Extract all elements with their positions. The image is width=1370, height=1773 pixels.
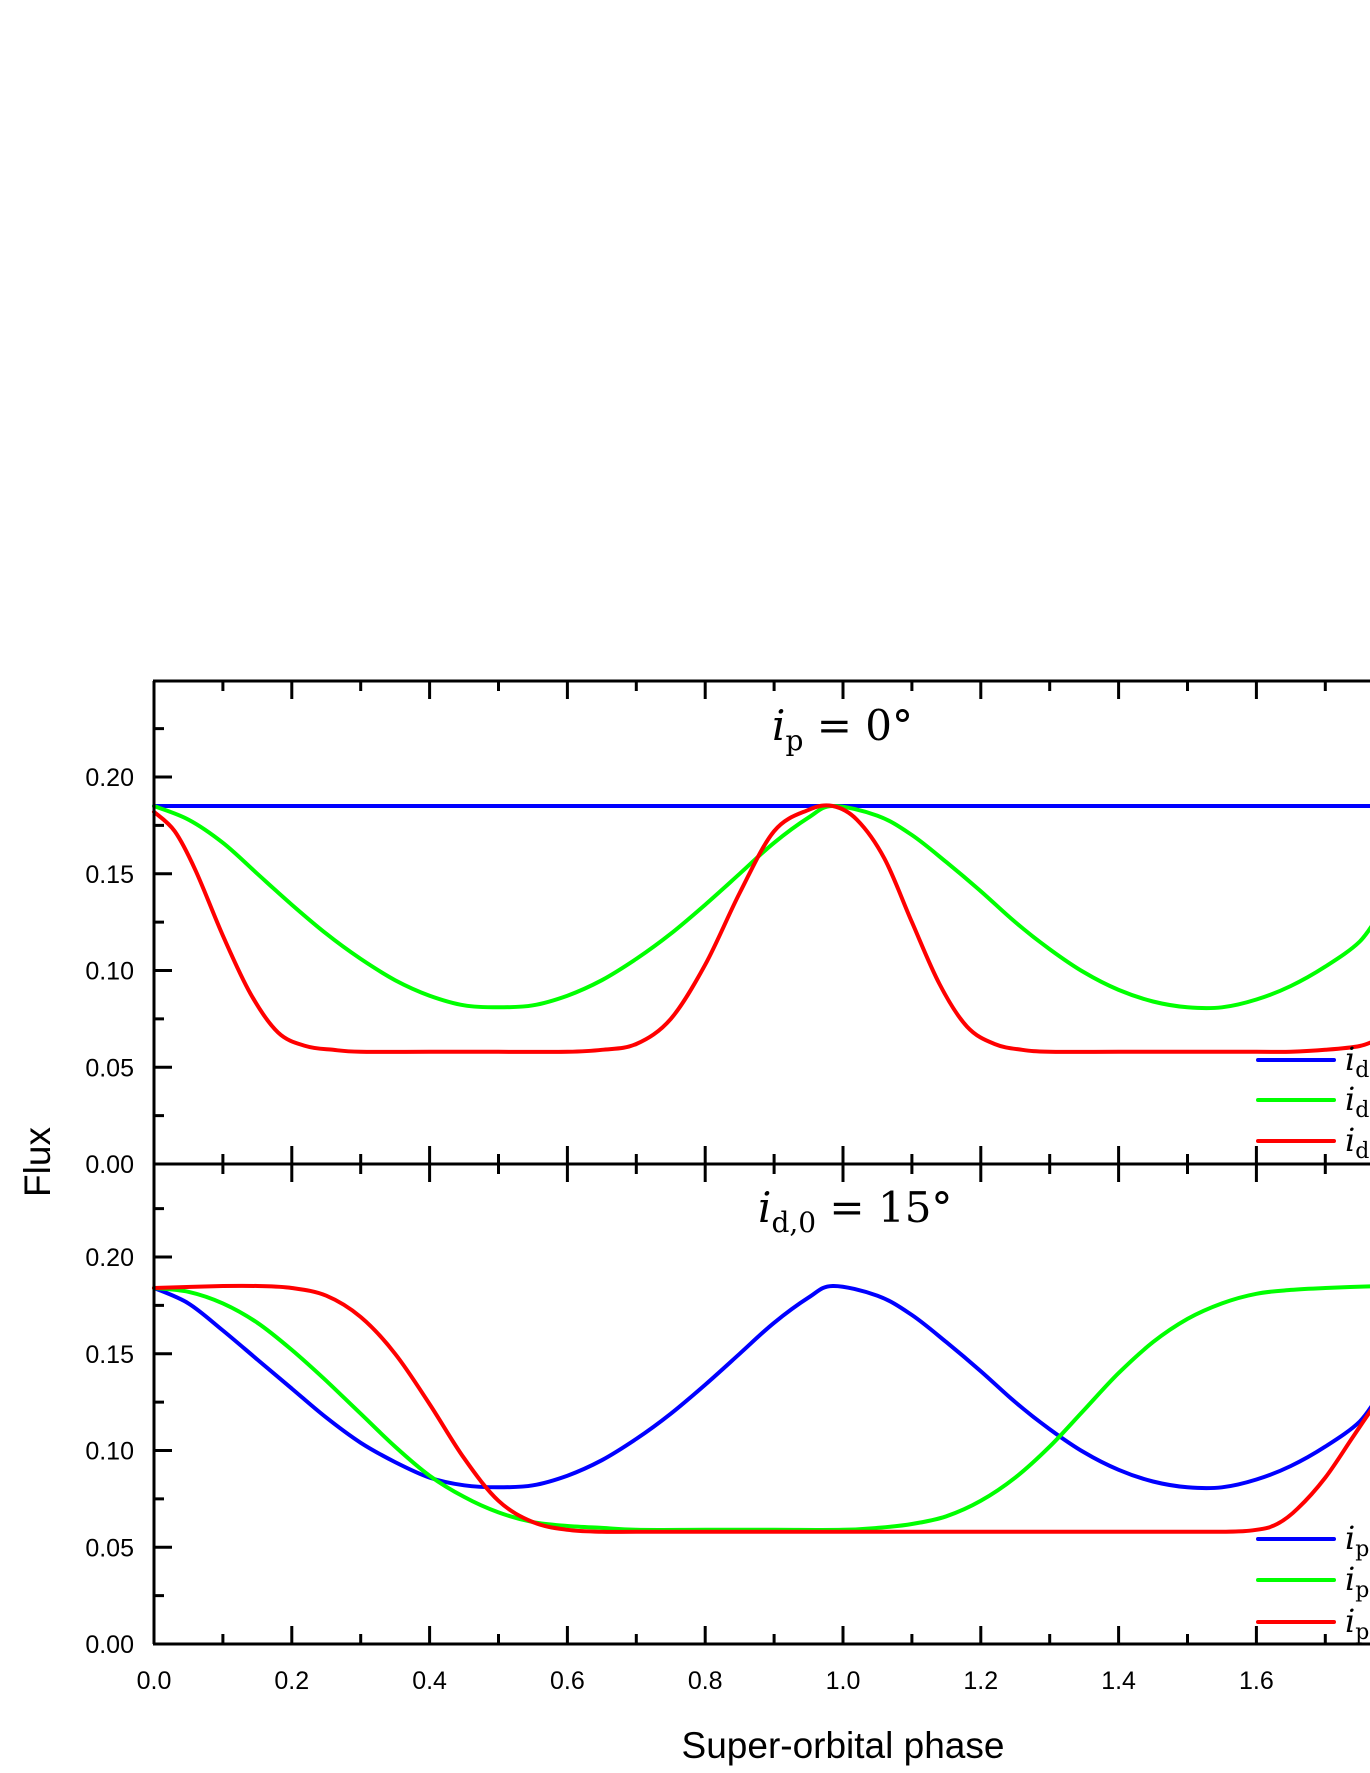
series-line-green [152,1284,1370,1532]
x-tick-label: 0.2 [274,1667,309,1695]
y-tick-label: 0.20 [85,764,134,792]
series-line-blue [152,1283,1370,1491]
series-line-green [152,803,1370,1011]
panel-bottom-lines [152,1283,1370,1534]
panel-top-title: ip = 0° [772,701,913,757]
legend-label: id [1345,1080,1369,1123]
y-tick-label: 0.15 [85,861,134,889]
x-tick-label: 1.6 [1239,1667,1274,1695]
legend-label: id [1345,1121,1369,1164]
legend-label: ip [1345,1519,1369,1562]
y-tick-label: 0.10 [85,1438,134,1466]
panel-top-lines [152,803,1370,1054]
x-tick-label: 0.4 [412,1667,447,1695]
panel-bottom-title: id,0 = 15° [758,1183,952,1239]
y-tick-label: 0.05 [85,1534,134,1562]
y-tick-label: 0.15 [85,1341,134,1369]
axes: 0.000.050.100.150.200.000.050.100.150.20… [85,679,1370,1695]
y-tick-label: 0.00 [85,1631,134,1659]
x-axis-title: Super-orbital phase [682,1725,1005,1766]
legend-label: ip [1345,1602,1369,1645]
x-tick-label: 1.0 [826,1667,861,1695]
legend-label: ip [1345,1560,1369,1603]
series-line-red [152,1283,1370,1534]
y-tick-label: 0.20 [85,1244,134,1272]
series-line-red [152,803,1370,1054]
x-tick-label: 0.0 [137,1667,172,1695]
y-axis-title: Flux [17,1127,58,1197]
x-tick-label: 0.8 [688,1667,723,1695]
y-tick-label: 0.10 [85,958,134,986]
x-tick-label: 1.4 [1101,1667,1136,1695]
x-tick-label: 1.2 [963,1667,998,1695]
y-tick-label: 0.05 [85,1054,134,1082]
y-tick-label: 0.00 [85,1151,134,1179]
x-tick-label: 0.6 [550,1667,585,1695]
legend-label: id [1345,1040,1369,1083]
